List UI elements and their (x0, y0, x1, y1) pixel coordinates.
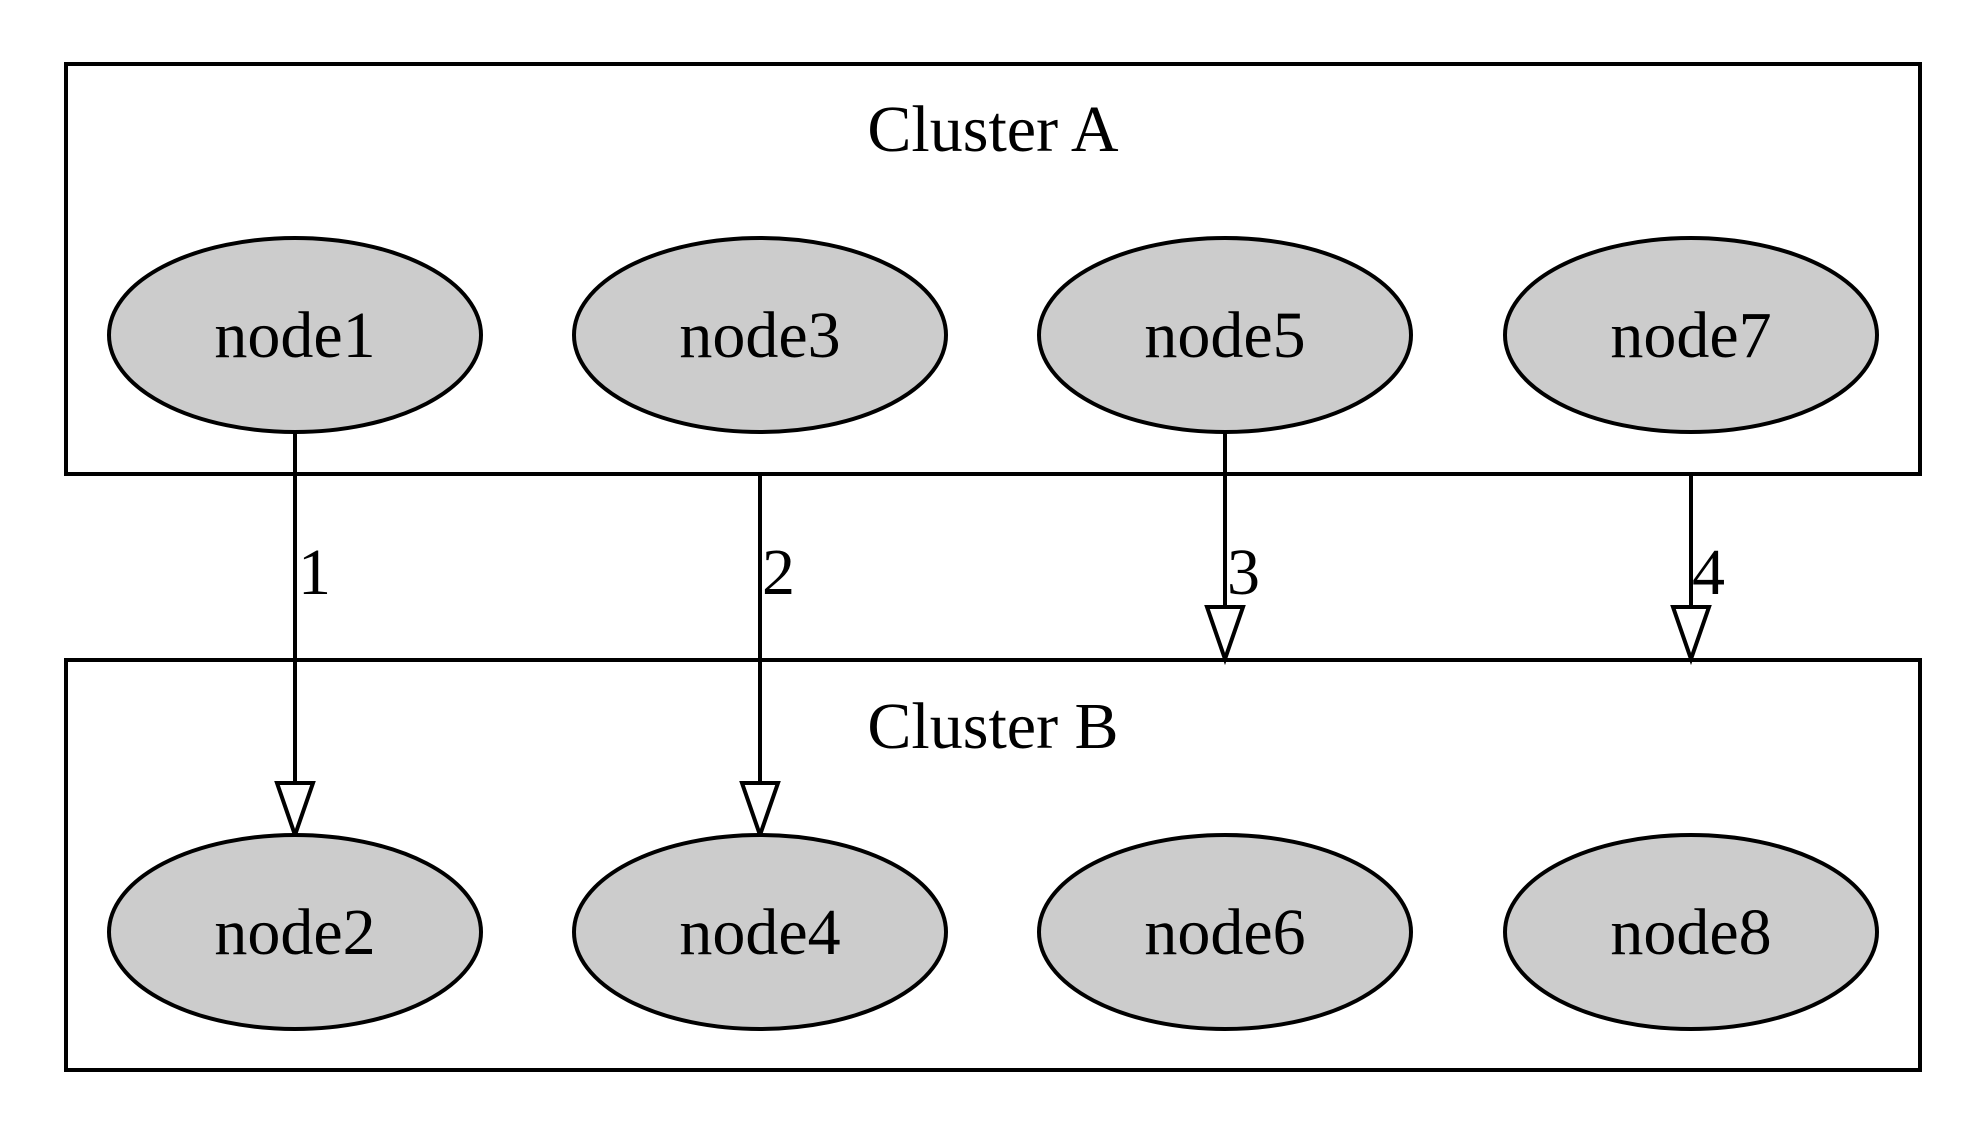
cluster-a-border (64, 62, 1922, 476)
node1-ellipse (107, 236, 483, 434)
edge-4: 4 (1670, 474, 1725, 666)
node4-label: node4 (679, 896, 840, 969)
node6-ellipse (1037, 833, 1413, 1031)
node8-label: node8 (1610, 896, 1771, 969)
edge-4-label: 4 (1692, 536, 1725, 609)
node7-label: node7 (1610, 299, 1771, 372)
node7-ellipse (1503, 236, 1879, 434)
edge-1: 1 (274, 432, 331, 842)
node-node2[interactable]: node2 (107, 833, 483, 1031)
node3-label: node3 (679, 299, 840, 372)
edge-1-arrowhead (274, 781, 316, 842)
node-node1[interactable]: node1 (107, 236, 483, 434)
edge-2-arrowhead (739, 781, 781, 842)
node6-label: node6 (1144, 896, 1305, 969)
node2-label: node2 (214, 896, 375, 969)
node8-ellipse (1503, 833, 1879, 1031)
edge-3-arrowhead (1204, 605, 1246, 666)
edge-2: 2 (739, 474, 795, 842)
edge-2-label: 2 (762, 536, 795, 609)
node-node7[interactable]: node7 (1503, 236, 1879, 434)
edge-1-label: 1 (298, 536, 331, 609)
edge-3-label: 3 (1227, 536, 1260, 609)
node5-ellipse (1037, 236, 1413, 434)
cluster-b-title: Cluster B (867, 690, 1118, 763)
node5-label: node5 (1144, 299, 1305, 372)
node-node6[interactable]: node6 (1037, 833, 1413, 1031)
node3-ellipse (572, 236, 948, 434)
cluster-a: Cluster A (64, 62, 1922, 476)
cluster-b: Cluster B (64, 658, 1922, 1072)
node-node5[interactable]: node5 (1037, 236, 1413, 434)
edge-3: 3 (1204, 432, 1260, 666)
cluster-b-border (64, 658, 1922, 1072)
node-node8[interactable]: node8 (1503, 833, 1879, 1031)
cluster-a-title: Cluster A (867, 93, 1119, 166)
node4-ellipse (572, 833, 948, 1031)
node-node4[interactable]: node4 (572, 833, 948, 1031)
node1-label: node1 (214, 299, 375, 372)
node2-ellipse (107, 833, 483, 1031)
edge-4-arrowhead (1670, 605, 1712, 666)
node-node3[interactable]: node3 (572, 236, 948, 434)
